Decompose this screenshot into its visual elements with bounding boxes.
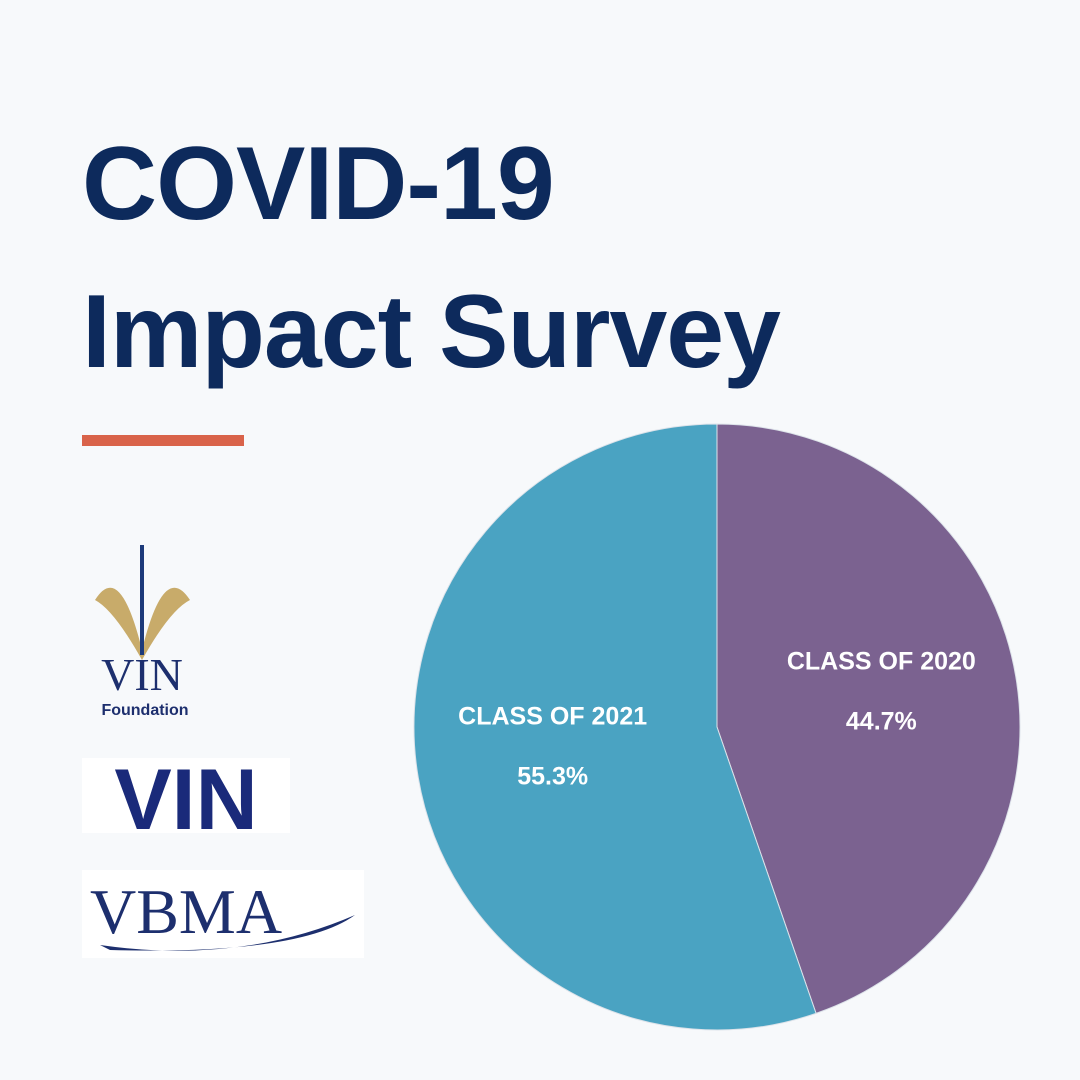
logo-bg	[82, 870, 364, 958]
pie-slice	[413, 423, 817, 1031]
logo-bg	[82, 758, 290, 833]
logo-text: VBMA	[90, 876, 282, 947]
slice-label: CLASS OF 2021	[458, 703, 647, 731]
slice-value-label: 55.3%	[517, 763, 588, 791]
vbma-logo: VBMA	[82, 870, 364, 958]
vin-logo: VIN	[82, 752, 290, 848]
accent-rule	[82, 435, 244, 446]
slice-value-label: 44.7%	[846, 707, 917, 735]
slice-label: CLASS OF 2020	[787, 647, 976, 675]
pie-slice	[716, 423, 1021, 1014]
logo-text: Foundation	[101, 702, 188, 719]
logo-text: VIN	[101, 649, 183, 700]
title: COVID-19 Impact Survey	[82, 126, 781, 390]
logo-shape	[95, 587, 190, 660]
logo-text: VIN	[114, 752, 257, 848]
vin-foundation-logo: VIN Foundation	[95, 545, 190, 719]
